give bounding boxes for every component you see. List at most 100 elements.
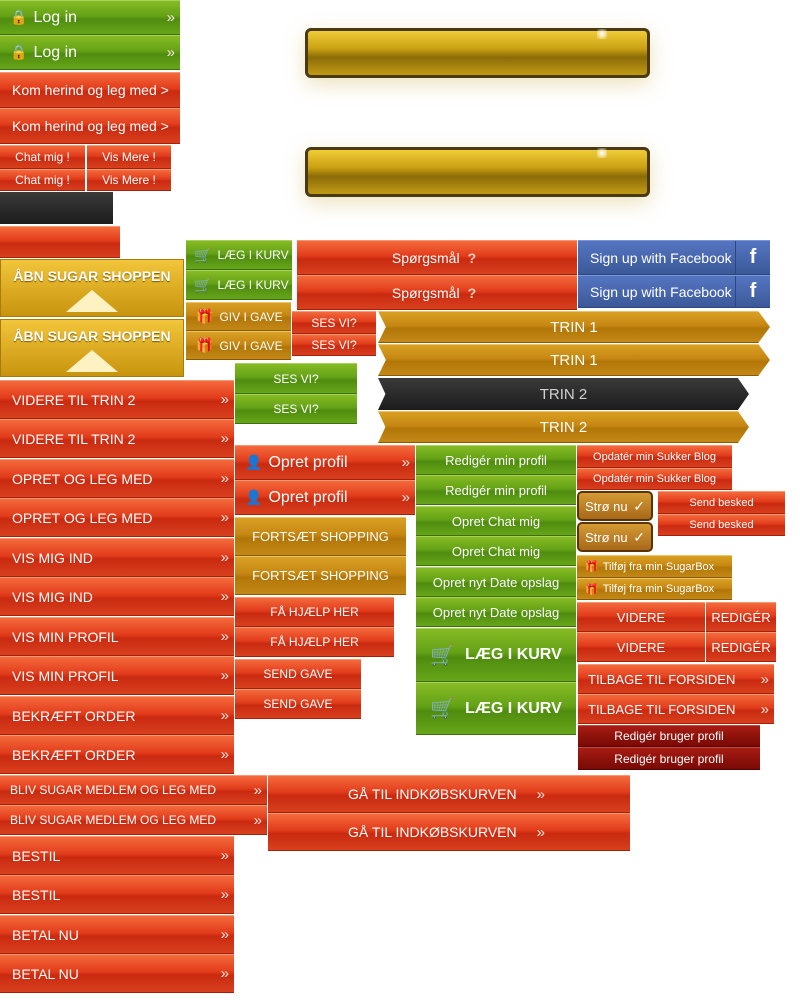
bekraeft-order-button[interactable]: BEKRÆFT ORDER »	[0, 696, 234, 735]
ses-vi-red-button-hover[interactable]: SES VI?	[292, 334, 376, 356]
ses-vi-green-button[interactable]: SES VI?	[235, 363, 357, 394]
blank-red-button[interactable]	[0, 226, 120, 258]
videre-button-hover[interactable]: VIDERE	[577, 632, 705, 662]
gaa-til-indkobskurven-label: GÅ TIL INDKØBSKURVEN	[348, 786, 517, 802]
opret-nyt-date-opslag-button[interactable]: Opret nyt Date opslag	[416, 567, 576, 597]
send-besked-label: Send besked	[689, 496, 754, 509]
giv-i-gave-button[interactable]: 🎁 GIV I GAVE	[186, 302, 291, 331]
rediger-bruger-profil-button-hover[interactable]: Redigér bruger profil	[578, 747, 760, 770]
send-gave-label: SEND GAVE	[263, 697, 333, 711]
send-besked-button[interactable]: Send besked	[658, 491, 785, 514]
vis-mere-button[interactable]: Vis Mere !	[87, 145, 171, 169]
chat-mig-button[interactable]: Chat mig !	[0, 145, 85, 169]
videre-til-trin-2-button-hover[interactable]: VIDERE TIL TRIN 2 »	[0, 419, 234, 458]
opret-chat-mig-button-hover[interactable]: Opret Chat mig	[416, 536, 576, 566]
laeg-i-kurv-large-button[interactable]: 🛒 LÆG I KURV	[416, 628, 576, 682]
laeg-i-kurv-small-button-hover[interactable]: 🛒 LÆG I KURV	[186, 270, 292, 300]
laeg-i-kurv-large-button-hover[interactable]: 🛒 LÆG I KURV	[416, 682, 576, 735]
log-in-button-hover[interactable]: 🔒 Log in »	[0, 35, 180, 70]
tilbage-til-forsiden-label: TILBAGE TIL FORSIDEN	[588, 701, 736, 717]
cart-icon: 🛒	[430, 644, 456, 667]
vis-min-profil-button-hover[interactable]: VIS MIN PROFIL »	[0, 656, 234, 695]
fortsaet-shopping-button[interactable]: FORTSÆT SHOPPING	[235, 517, 406, 556]
aabn-sugar-shoppen-button[interactable]: ÅBN SUGAR SHOPPEN	[0, 259, 184, 317]
rediger-button-hover[interactable]: REDIGÉR	[706, 632, 776, 662]
rediger-min-profil-button[interactable]: Redigér min profil	[416, 445, 576, 475]
send-besked-label: Send besked	[689, 519, 754, 531]
ses-vi-label: SES VI?	[273, 402, 319, 416]
send-besked-button-hover[interactable]: Send besked	[658, 514, 785, 536]
stro-nu-button[interactable]: Strø nu ✓	[577, 491, 653, 521]
log-in-button[interactable]: 🔒 Log in »	[0, 0, 180, 35]
tilbage-til-forsiden-button-hover[interactable]: TILBAGE TIL FORSIDEN »	[578, 694, 774, 724]
bestil-button-hover[interactable]: BESTIL »	[0, 875, 234, 914]
videre-button[interactable]: VIDERE	[577, 602, 705, 632]
bliv-sugar-medlem-label: BLIV SUGAR MEDLEM OG LEG MED	[10, 783, 217, 797]
bekraeft-order-button-hover[interactable]: BEKRÆFT ORDER »	[0, 735, 234, 774]
vis-mere-button-hover[interactable]: Vis Mere !	[87, 169, 171, 191]
check-icon: ✓	[633, 528, 645, 545]
arrow-icon: »	[220, 847, 229, 864]
aabn-sugar-shoppen-button-hover[interactable]: ÅBN SUGAR SHOPPEN	[0, 319, 184, 377]
vis-mig-ind-button[interactable]: VIS MIG IND »	[0, 538, 234, 577]
rediger-min-profil-label: Redigér min profil	[445, 452, 547, 468]
send-gave-button[interactable]: SEND GAVE	[235, 659, 361, 689]
faa-hjaelp-her-button[interactable]: FÅ HJÆLP HER	[235, 597, 394, 627]
giv-i-gave-label: GIV I GAVE	[219, 338, 283, 353]
trin-1-step-hover[interactable]: TRIN 1	[378, 344, 770, 376]
opret-profil-label: Opret profil	[268, 453, 348, 471]
trin-1-step[interactable]: TRIN 1	[378, 311, 770, 343]
stro-nu-button-hover[interactable]: Strø nu ✓	[577, 522, 653, 552]
sign-up-facebook-button[interactable]: Sign up with Facebook f	[578, 240, 770, 275]
vis-mig-ind-button-hover[interactable]: VIS MIG IND »	[0, 577, 234, 616]
trin-2-step-gold[interactable]: TRIN 2	[378, 411, 749, 443]
opret-og-leg-med-button[interactable]: OPRET OG LEG MED »	[0, 459, 234, 498]
bliv-sugar-medlem-button-hover[interactable]: BLIV SUGAR MEDLEM OG LEG MED »	[0, 805, 267, 835]
betal-nu-button-hover[interactable]: BETAL NU »	[0, 954, 234, 993]
trin-2-step-dark[interactable]: TRIN 2	[378, 378, 749, 410]
bliv-sugar-medlem-button[interactable]: BLIV SUGAR MEDLEM OG LEG MED »	[0, 775, 267, 805]
videre-til-trin-2-button[interactable]: VIDERE TIL TRIN 2 »	[0, 380, 234, 419]
ses-vi-green-button-hover[interactable]: SES VI?	[235, 394, 357, 424]
question-icon: ?	[467, 284, 477, 301]
tilfoj-fra-sugarbox-button[interactable]: 🎁 Tilføj fra min SugarBox	[577, 555, 732, 578]
tilbage-til-forsiden-button[interactable]: TILBAGE TIL FORSIDEN »	[578, 664, 774, 694]
faa-hjaelp-her-button-hover[interactable]: FÅ HJÆLP HER	[235, 627, 394, 657]
sign-up-facebook-button-hover[interactable]: Sign up with Facebook f	[578, 275, 770, 308]
arrow-icon: »	[220, 965, 229, 982]
rediger-bruger-profil-button[interactable]: Redigér bruger profil	[578, 725, 760, 747]
opret-chat-mig-button[interactable]: Opret Chat mig	[416, 506, 576, 536]
fortsaet-shopping-label: FORTSÆT SHOPPING	[252, 568, 389, 583]
opret-nyt-date-opslag-button-hover[interactable]: Opret nyt Date opslag	[416, 597, 576, 627]
tilfoj-fra-sugarbox-button-hover[interactable]: 🎁 Tilføj fra min SugarBox	[577, 578, 732, 600]
blank-dark-button[interactable]	[0, 192, 113, 224]
rediger-min-profil-button-hover[interactable]: Redigér min profil	[416, 475, 576, 505]
opret-chat-mig-label: Opret Chat mig	[451, 543, 541, 559]
sporgsmaal-button[interactable]: Spørgsmål ?	[297, 240, 577, 275]
ses-vi-label: SES VI?	[311, 315, 357, 330]
giv-i-gave-button-hover[interactable]: 🎁 GIV I GAVE	[186, 331, 291, 360]
sporgsmaal-button-hover[interactable]: Spørgsmål ?	[297, 275, 577, 310]
kom-herind-button[interactable]: Kom herind og leg med >	[0, 72, 180, 108]
rediger-button[interactable]: REDIGÉR	[706, 602, 776, 632]
gaa-til-indkobskurven-button[interactable]: GÅ TIL INDKØBSKURVEN »	[268, 775, 630, 813]
opret-og-leg-med-button-hover[interactable]: OPRET OG LEG MED »	[0, 498, 234, 537]
arrow-icon: »	[253, 811, 262, 829]
ses-vi-red-button[interactable]: SES VI?	[292, 311, 376, 334]
gaa-til-indkobskurven-button-hover[interactable]: GÅ TIL INDKØBSKURVEN »	[268, 813, 630, 851]
arrow-icon: »	[220, 886, 229, 903]
bekraeft-order-label: BEKRÆFT ORDER	[12, 707, 136, 724]
opdater-min-sukker-blog-button[interactable]: Opdatér min Sukker Blog	[577, 445, 732, 468]
opdater-min-sukker-blog-button-hover[interactable]: Opdatér min Sukker Blog	[577, 468, 732, 490]
opret-profil-button-hover[interactable]: 👤 Opret profil »	[235, 480, 415, 515]
laeg-i-kurv-small-button[interactable]: 🛒 LÆG I KURV	[186, 240, 292, 270]
fortsaet-shopping-button-hover[interactable]: FORTSÆT SHOPPING	[235, 556, 406, 595]
chat-mig-button-hover[interactable]: Chat mig !	[0, 169, 85, 191]
opret-profil-button[interactable]: 👤 Opret profil »	[235, 445, 415, 480]
vis-min-profil-button[interactable]: VIS MIN PROFIL »	[0, 617, 234, 656]
kom-herind-button-hover[interactable]: Kom herind og leg med >	[0, 108, 180, 144]
send-gave-button-hover[interactable]: SEND GAVE	[235, 689, 361, 719]
betal-nu-label: BETAL NU	[12, 965, 79, 982]
bestil-button[interactable]: BESTIL »	[0, 836, 234, 875]
betal-nu-button[interactable]: BETAL NU »	[0, 915, 234, 954]
